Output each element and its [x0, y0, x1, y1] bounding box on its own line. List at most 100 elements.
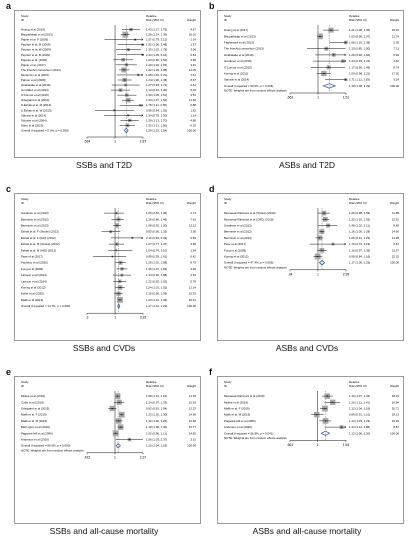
- study-weight: 22.61: [189, 298, 197, 302]
- study-rr-ci: 1.24 (1.06, 1.45): [146, 78, 167, 82]
- study-label: The InterAct consortium (2013): [224, 47, 264, 51]
- study-label: Fagherazzi et al (2013): [224, 41, 254, 45]
- overall-diamond: [123, 127, 129, 134]
- study-rr-ci: 1.34 (0.92, 1.98): [146, 273, 167, 277]
- study-rr-ci: 0.99 (0.91, 1.10): [349, 413, 370, 417]
- point-estimate: [121, 414, 123, 416]
- ci-arrow: [344, 59, 347, 63]
- point-estimate: [333, 54, 335, 56]
- study-rr-ci: 1.09 (0.98, 1.21): [349, 72, 370, 76]
- point-estimate: [316, 414, 318, 416]
- study-rr-ci: 1.44 (0.93, 2.24): [349, 59, 370, 63]
- panel-e: e Study ID Relative Risk (95% CI) Weight Mull…: [2, 366, 206, 549]
- point-estimate: [124, 79, 126, 81]
- study-rr-ci: 1.26 (0.98, 1.59): [349, 211, 370, 215]
- study-label: S.Eshak et al. M (2013): [21, 103, 51, 107]
- overall-label: Overall (I-squared = 14.7%, p = 0.290): [21, 304, 70, 308]
- x-tick-label: 3.32: [140, 316, 147, 320]
- study-rr-ci: 1.13 (0.85, 1.50): [349, 47, 370, 51]
- header-weight: Weight: [187, 18, 196, 22]
- header-weight: Weight: [390, 384, 399, 388]
- study-rr-ci: 1.16 (1.05, 1.28): [349, 230, 370, 234]
- point-estimate: [326, 395, 328, 397]
- study-label: Malik et al. M (2019): [224, 413, 250, 417]
- study-rr-ci: 1.12 (1.04, 1.16): [349, 407, 370, 411]
- forest-plot: Study ID Relative Risk (95% CI) Weight Mossav…: [217, 376, 404, 524]
- study-weight: 12.66: [189, 419, 197, 423]
- study-rr-ci: 1.68 (1.19, 2.38): [349, 41, 370, 45]
- study-rr-ci: 1.39 (1.13, 1.70): [146, 118, 167, 122]
- overall-weight: 100.00: [390, 84, 399, 88]
- overall-label: Overall (I-squared = 63.0%, p = 0.006): [224, 84, 273, 88]
- study-rr-ci: 0.83 (0.56, 1.25): [146, 230, 167, 234]
- point-estimate: [134, 39, 136, 41]
- point-estimate: [120, 426, 122, 428]
- study-rr-ci: 1.12 (1.00, 1.26): [146, 419, 167, 423]
- panel-caption: ASBs and T2D: [278, 160, 336, 170]
- point-estimate: [130, 28, 132, 31]
- study-rr-ci: 1.14 (0.97, 1.33): [146, 400, 167, 404]
- study-label: Eshak et al. F (IHD) (2012): [21, 236, 56, 240]
- point-estimate: [119, 299, 121, 301]
- overall-diamond: [318, 260, 326, 266]
- point-estimate: [321, 249, 323, 251]
- study-rr-ci: 1.13 (0.91, 1.40): [146, 88, 167, 92]
- x-tick-label: .3: [86, 316, 89, 320]
- header-rr: Relative: [146, 197, 157, 201]
- study-weight: 11.52: [189, 98, 196, 102]
- header-rr: Relative: [349, 14, 360, 18]
- study-label: Paynter et al. W (2009): [21, 48, 51, 52]
- study-label: Huang et al (2017): [224, 28, 248, 32]
- study-label: Schulze et al (2004): [21, 118, 47, 122]
- study-rr-ci: 1.26 (0.96, 1.66): [349, 53, 370, 57]
- study-label: Fung et al (2009): [224, 248, 246, 252]
- point-estimate: [119, 280, 121, 282]
- header-weight: Weight: [187, 201, 196, 205]
- overall-rr-ci: 1.17 (1.06, 1.29): [349, 261, 370, 265]
- study-label: Eshak et al. M (IHD) (2012): [21, 248, 56, 252]
- study-weight: 14.66: [392, 230, 400, 234]
- study-label: Eshak et al. M (Stroke) (2012): [21, 242, 60, 246]
- study-rr-ci: 2.10 (0.83, 5.33): [146, 236, 167, 240]
- study-rr-ci: 1.08 (1.01, 1.16): [146, 394, 167, 398]
- study-label: O'Connor et al (2015): [224, 65, 252, 69]
- point-estimate: [118, 420, 120, 422]
- study-rr-ci: 1.26 (1.11, 1.41): [349, 400, 370, 404]
- study-rr-ci: 1.34 (0.78, 2.30): [146, 113, 167, 117]
- overall-rr-ci: 1.17 (1.12, 1.23): [146, 304, 167, 308]
- ci-arrow: [344, 78, 347, 81]
- header-study: Study: [21, 14, 29, 18]
- x-tick-label: 1: [114, 316, 116, 320]
- study-rr-ci: 1.05 (0.62, 1.46): [146, 211, 167, 215]
- study-rr-ci: 1.29 (1.02, 1.63): [146, 63, 167, 67]
- study-weight: 3.56: [190, 230, 196, 234]
- point-estimate: [325, 48, 327, 50]
- point-estimate: [116, 224, 118, 227]
- point-estimate: [115, 432, 117, 434]
- x-tick-label: 1.54: [343, 443, 350, 447]
- study-rr-ci: 1.48 (1.02, 2.11): [349, 224, 370, 228]
- study-label: Stern et al (2019): [21, 123, 43, 127]
- panel-caption: SSBs and all-cause mortality: [49, 526, 159, 536]
- study-rr-ci: 1.33 (1.16, 1.53): [349, 217, 370, 221]
- header-rr: Relative: [146, 14, 157, 18]
- random-effects-note: NOTE: Weights are from random effects an…: [224, 89, 287, 93]
- study-rr-ci: 0.92 (0.81, 1.04): [146, 407, 167, 411]
- study-rr-ci: 1.06 (0.91, 1.23): [349, 236, 370, 240]
- point-estimate: [342, 60, 344, 62]
- header-study: Study: [224, 380, 232, 384]
- study-label: Koning et al (2012): [21, 286, 45, 290]
- point-estimate: [115, 249, 117, 251]
- study-label: Pacheco et al (2020): [21, 261, 48, 265]
- study-weight: 5.35: [393, 41, 399, 45]
- study-label: Bernstein et al (2013): [224, 236, 252, 240]
- study-label: Gonzalez et al (2014): [21, 88, 49, 92]
- study-label: Bernstein et al (2012): [21, 217, 49, 221]
- point-estimate: [113, 109, 116, 111]
- study-label: The InterAct consortium (2013): [21, 68, 61, 72]
- header-study: Study: [21, 197, 29, 201]
- forest-plot: Study ID Relative Risk (95% CI) Weight Garden…: [14, 193, 201, 341]
- overall-weight: 100.00: [187, 444, 196, 448]
